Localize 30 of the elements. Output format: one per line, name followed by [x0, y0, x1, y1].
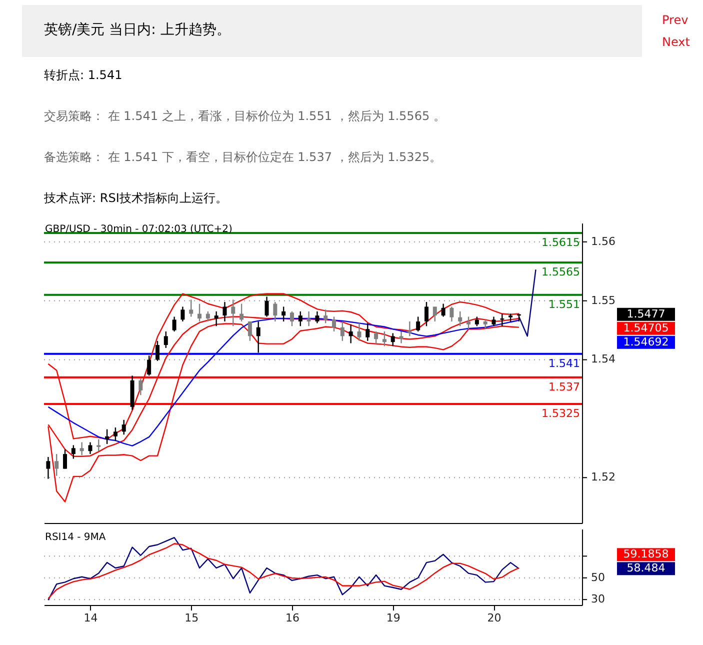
text: 1.5477 — [626, 307, 666, 320]
ref-line-label: 1.537 — [548, 380, 580, 394]
x-tick-label: 15 — [184, 612, 199, 624]
text: 转折点: 1.541 — [44, 68, 122, 82]
y-tick-label: 1.55 — [591, 294, 616, 307]
text: 1.54692 — [623, 335, 669, 348]
text: 备选策略： 在 1.541 下，看空，目标价位定在 1.537 ，然后为 1.5325。 — [44, 150, 442, 164]
text: 交易策略： 在 1.541 之上，看涨，目标价位为 1.551 ，然后为 1.5565 。 — [44, 109, 446, 123]
text: 59.1858 — [623, 548, 669, 561]
chart-title: RSI14 - 9MA — [45, 532, 106, 543]
y-tick-label: 50 — [591, 570, 605, 584]
x-tick-label: 20 — [487, 612, 502, 624]
x-tick-label: 16 — [285, 612, 300, 624]
text: Prev — [662, 13, 688, 27]
text: 58.484 — [626, 562, 666, 575]
chart-title: 英镑/美元 当日内: 上升趋势。 — [44, 22, 230, 38]
ref-line-label: 1.541 — [548, 356, 580, 370]
y-tick-label: 1.52 — [591, 470, 616, 484]
x-tick-label: 19 — [386, 612, 400, 624]
text: Next — [662, 35, 690, 49]
y-tick-label: 1.54 — [591, 352, 616, 366]
text: 技术点评: RSI技术指标向上运行。 — [43, 191, 228, 205]
x-tick-label: 14 — [84, 612, 98, 624]
y-tick-label: 30 — [591, 592, 605, 606]
ref-line-label: 1.551 — [548, 298, 580, 311]
ref-line-label: 1.5615 — [542, 236, 580, 250]
ref-line-label: 1.5565 — [542, 265, 580, 278]
text: 1.54705 — [623, 321, 669, 334]
ref-line-label: 1.5325 — [542, 406, 580, 420]
y-tick-label: 1.56 — [591, 234, 616, 248]
